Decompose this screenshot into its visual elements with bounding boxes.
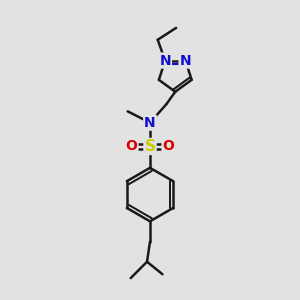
Text: O: O: [163, 140, 174, 153]
Text: N: N: [180, 54, 191, 68]
Text: S: S: [145, 139, 155, 154]
Text: N: N: [159, 54, 171, 68]
Text: N: N: [144, 116, 156, 130]
Text: O: O: [126, 140, 137, 153]
